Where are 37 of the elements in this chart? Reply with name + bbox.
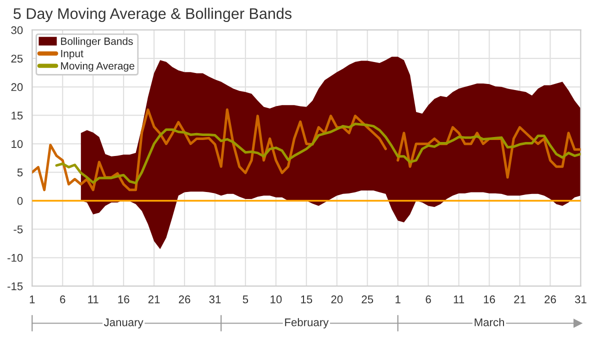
- x-tick-label: 1: [396, 296, 400, 304]
- chart-title: 5 Day Moving Average & Bollinger Bands: [14, 8, 292, 22]
- legend-label: Moving Average: [61, 62, 134, 72]
- x-tick-label: 15: [301, 296, 312, 304]
- x-tick-label: 5: [242, 296, 248, 304]
- y-tick-label: 15: [12, 112, 23, 120]
- x-tick-label: 16: [118, 295, 130, 304]
- x-tick-label: 6: [60, 295, 66, 304]
- x-tick-label: 11: [88, 296, 98, 304]
- x-tick-label: 1: [30, 296, 35, 304]
- y-tick-label: 5: [17, 168, 23, 176]
- y-tick-label: 25: [11, 54, 23, 63]
- legend-label: Bollinger Bands: [61, 37, 133, 47]
- x-tick-label: 26: [178, 295, 190, 304]
- x-tick-label: 21: [148, 295, 160, 304]
- legend-label: Input: [61, 50, 84, 60]
- x-tick-label: 31: [574, 295, 586, 304]
- y-tick-label: 0: [17, 197, 23, 205]
- x-tick-label: 26: [544, 295, 556, 304]
- y-tick-label: 10: [12, 140, 23, 148]
- y-tick-label: 30: [11, 26, 23, 34]
- y-tick-label: -5: [14, 226, 23, 234]
- text: March: [474, 318, 504, 326]
- x-tick-label: 31: [209, 295, 221, 304]
- x-tick-label: 21: [514, 295, 526, 304]
- y-tick-label: 20: [11, 83, 23, 92]
- x-tick-label: 6: [426, 295, 431, 304]
- x-tick-label: 10: [270, 295, 282, 304]
- x-tick-label: 25: [362, 295, 374, 304]
- line-series: [55, 122, 581, 184]
- y-tick-label: -10: [8, 254, 23, 262]
- x-tick-label: 11: [454, 296, 464, 304]
- y-tick-label: -15: [8, 282, 23, 290]
- text: January: [104, 318, 144, 328]
- text: February: [285, 318, 329, 328]
- x-tick-label: 16: [484, 295, 495, 304]
- x-tick-label: 20: [331, 295, 343, 304]
